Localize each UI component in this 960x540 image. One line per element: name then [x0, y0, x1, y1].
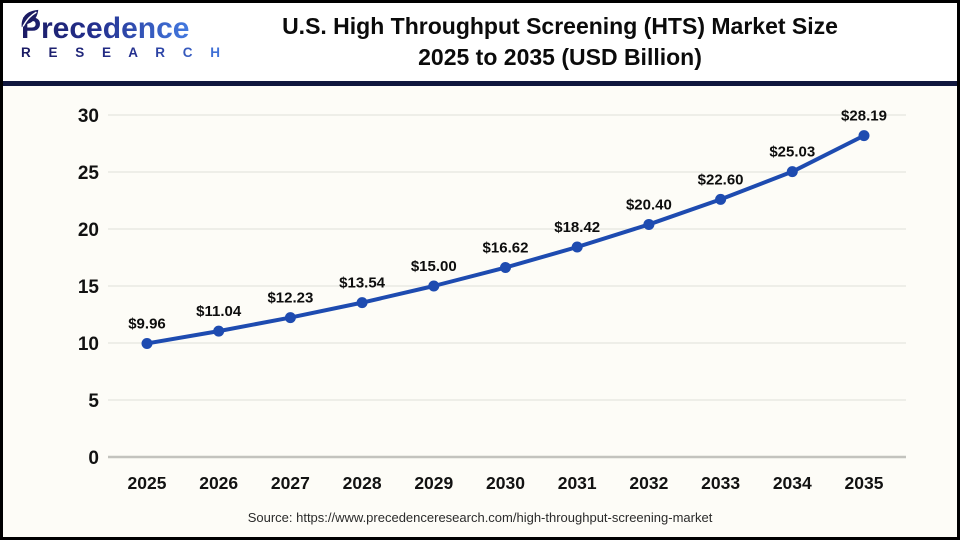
- data-point-label: $13.54: [339, 275, 386, 292]
- data-point: [571, 241, 583, 253]
- x-axis-tick: 2030: [486, 473, 525, 493]
- data-point: [356, 297, 368, 309]
- x-axis-tick: 2034: [773, 473, 812, 493]
- chart-area: 0 5 10 15 20 25 30 2025 2026 2027 2028 2029 2030 2031…: [3, 86, 957, 504]
- data-point-label: $12.23: [267, 290, 313, 307]
- header: Precedence R E S E A R C H U.S. High Thr…: [3, 3, 957, 81]
- logo-subtitle: R E S E A R C H: [21, 45, 228, 60]
- data-point-label: $22.60: [698, 171, 744, 188]
- x-axis-tick: 2025: [128, 473, 167, 493]
- x-axis-tick: 2032: [629, 473, 668, 493]
- chart-title-line2: 2025 to 2035 (USD Billion): [418, 44, 702, 70]
- data-point: [284, 312, 296, 324]
- source-line: Source: https://www.precedenceresearch.c…: [3, 504, 957, 537]
- x-axis-tick: 2033: [701, 473, 740, 493]
- data-point: [213, 325, 225, 337]
- chart-title-line1: U.S. High Throughput Screening (HTS) Mar…: [282, 13, 838, 39]
- y-axis-tick: 15: [78, 277, 100, 298]
- y-axis-tick: 0: [88, 448, 99, 469]
- x-axis-tick: 2027: [271, 473, 310, 493]
- data-point-label: $15.00: [411, 258, 457, 275]
- data-point-label: $28.19: [841, 108, 887, 125]
- data-point: [858, 130, 870, 142]
- data-point-label: $11.04: [196, 303, 242, 320]
- data-point-label: $16.62: [483, 240, 529, 257]
- logo-wordmark: Precedence: [21, 12, 190, 45]
- chart-title: U.S. High Throughput Screening (HTS) Mar…: [203, 11, 917, 73]
- data-point-label: $20.40: [626, 196, 672, 213]
- y-axis-tick: 25: [78, 163, 100, 184]
- data-point-label: $18.42: [554, 219, 600, 236]
- x-axis-tick: 2031: [558, 473, 597, 493]
- data-point: [786, 166, 798, 178]
- brand-logo: Precedence R E S E A R C H: [21, 9, 228, 60]
- data-point: [500, 262, 511, 274]
- x-axis-tick: 2029: [414, 473, 453, 493]
- y-axis-tick: 20: [78, 220, 99, 241]
- x-axis-tick: 2028: [343, 473, 382, 493]
- x-axis-tick: 2026: [199, 473, 238, 493]
- data-point: [428, 280, 440, 292]
- data-point: [141, 337, 153, 349]
- header-divider: [3, 81, 957, 86]
- data-point: [715, 193, 727, 205]
- data-point: [643, 218, 655, 230]
- data-point-label: $9.96: [128, 315, 166, 332]
- y-axis-tick: 30: [78, 106, 99, 127]
- x-axis-tick: 2035: [845, 473, 884, 493]
- y-axis-tick: 5: [88, 391, 99, 412]
- y-axis-tick: 10: [78, 334, 99, 355]
- data-point-label: $25.03: [769, 144, 815, 161]
